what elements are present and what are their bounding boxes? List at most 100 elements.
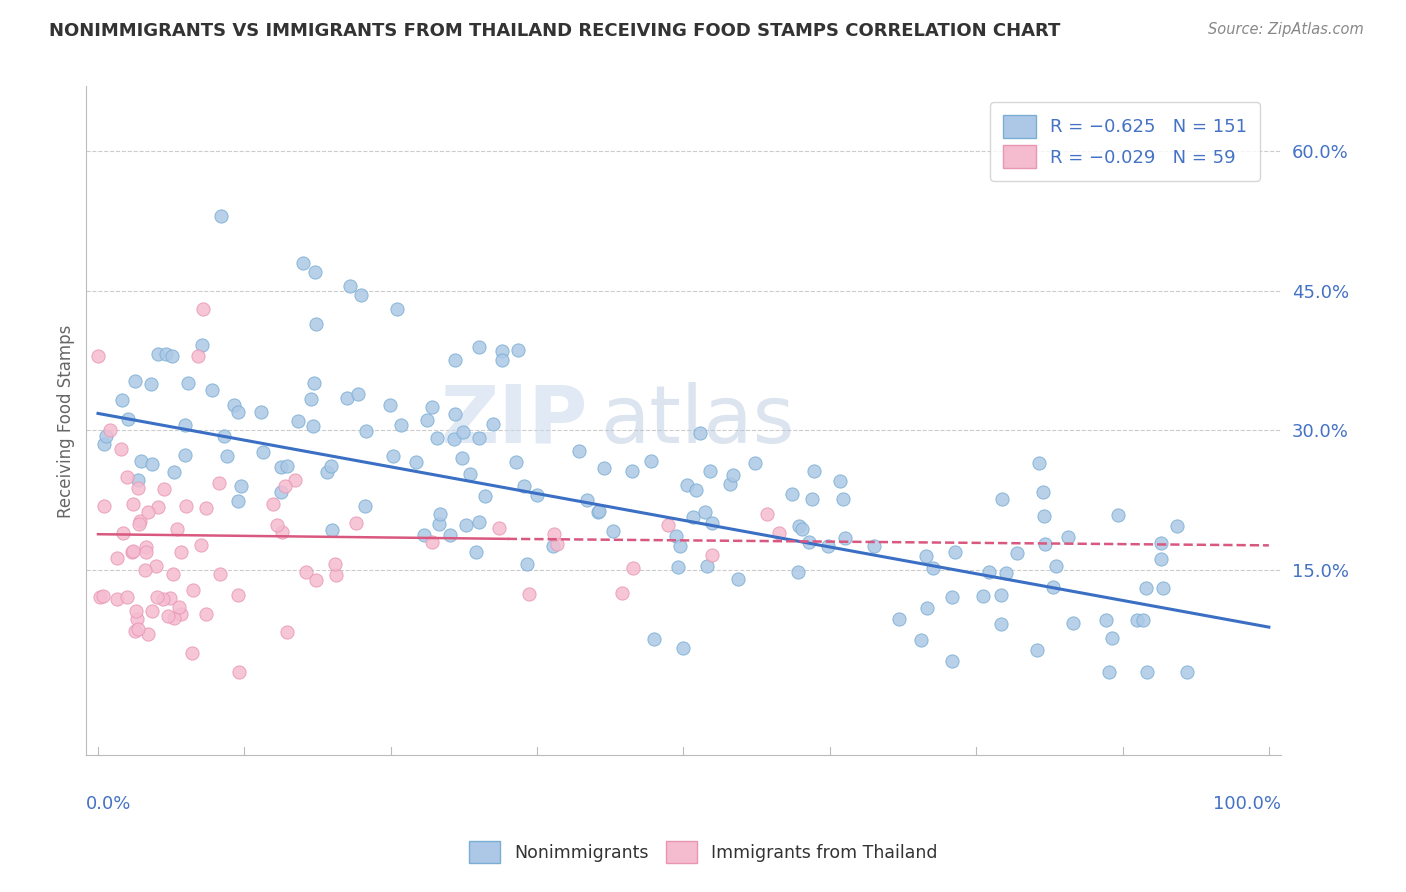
Point	[420, 534, 443, 549]
Point	[943, 544, 966, 558]
Point	[991, 491, 1014, 506]
Point	[482, 417, 505, 431]
Point	[1175, 665, 1198, 679]
Point	[162, 349, 184, 363]
Point	[276, 459, 298, 474]
Point	[135, 540, 157, 554]
Point	[994, 566, 1017, 580]
Point	[127, 481, 149, 495]
Point	[460, 467, 482, 481]
Point	[226, 494, 249, 508]
Point	[209, 210, 232, 224]
Point	[444, 353, 467, 368]
Point	[316, 465, 339, 479]
Point	[385, 302, 408, 317]
Point	[252, 444, 274, 458]
Point	[1152, 582, 1174, 596]
Point	[162, 567, 184, 582]
Point	[305, 317, 328, 331]
Point	[336, 391, 359, 405]
Point	[451, 425, 474, 439]
Point	[429, 508, 451, 522]
Point	[138, 627, 160, 641]
Point	[129, 514, 152, 528]
Point	[287, 414, 309, 428]
Point	[586, 505, 609, 519]
Point	[163, 611, 186, 625]
Point	[127, 473, 149, 487]
Point	[222, 398, 245, 412]
Point	[157, 609, 180, 624]
Point	[689, 426, 711, 441]
Point	[416, 413, 439, 427]
Point	[141, 458, 163, 472]
Point	[517, 586, 540, 600]
Point	[159, 591, 181, 606]
Point	[124, 624, 146, 639]
Y-axis label: Receiving Food Stamps: Receiving Food Stamps	[58, 324, 75, 517]
Point	[454, 517, 477, 532]
Point	[669, 539, 692, 553]
Point	[145, 558, 167, 573]
Point	[832, 491, 855, 506]
Text: 0.0%: 0.0%	[86, 796, 132, 814]
Text: ZIP: ZIP	[440, 382, 588, 460]
Point	[87, 349, 110, 363]
Point	[1032, 484, 1054, 499]
Point	[491, 353, 513, 368]
Point	[513, 479, 536, 493]
Point	[640, 454, 662, 468]
Point	[381, 449, 404, 463]
Point	[215, 449, 238, 463]
Point	[718, 477, 741, 491]
Point	[135, 545, 157, 559]
Point	[657, 517, 679, 532]
Point	[263, 497, 285, 511]
Point	[1126, 613, 1149, 627]
Point	[124, 374, 146, 388]
Point	[787, 565, 810, 579]
Point	[145, 591, 167, 605]
Point	[491, 344, 513, 359]
Point	[413, 528, 436, 542]
Point	[122, 544, 145, 558]
Point	[170, 607, 193, 621]
Point	[110, 442, 132, 456]
Point	[122, 498, 145, 512]
Point	[301, 418, 323, 433]
Point	[304, 376, 326, 391]
Point	[665, 529, 688, 543]
Point	[1007, 546, 1029, 560]
Point	[1136, 665, 1159, 679]
Point	[972, 589, 994, 603]
Point	[325, 567, 347, 582]
Point	[675, 477, 697, 491]
Point	[702, 548, 724, 562]
Point	[121, 545, 143, 559]
Point	[744, 456, 766, 470]
Point	[181, 583, 204, 598]
Point	[488, 521, 510, 535]
Point	[1107, 508, 1129, 522]
Point	[1166, 519, 1188, 533]
Point	[602, 524, 624, 538]
Point	[1135, 582, 1157, 596]
Point	[389, 418, 412, 433]
Point	[180, 646, 202, 660]
Point	[862, 539, 884, 553]
Point	[914, 549, 936, 563]
Point	[1033, 537, 1056, 551]
Point	[800, 492, 823, 507]
Point	[439, 528, 461, 542]
Point	[117, 469, 139, 483]
Point	[250, 404, 273, 418]
Point	[1026, 642, 1049, 657]
Point	[89, 590, 111, 604]
Point	[526, 488, 548, 502]
Point	[177, 376, 200, 390]
Point	[155, 347, 177, 361]
Point	[174, 499, 197, 513]
Point	[420, 400, 443, 414]
Point	[1028, 456, 1050, 470]
Point	[201, 383, 224, 397]
